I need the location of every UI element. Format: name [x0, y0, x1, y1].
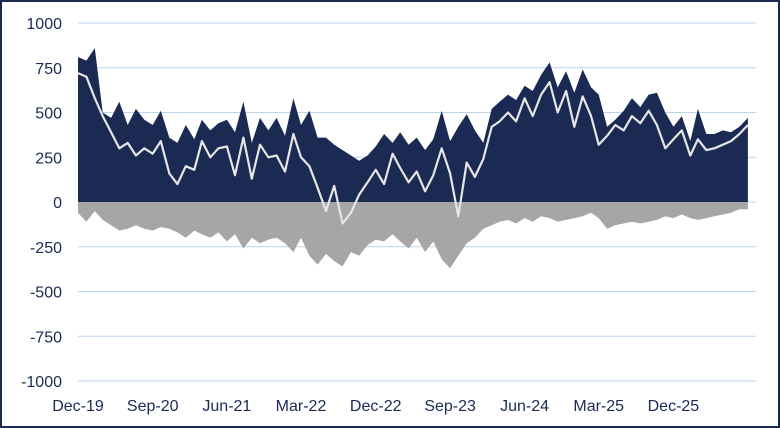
x-tick-label: Dec-25 [648, 398, 700, 415]
x-tick-label: Jun-21 [202, 398, 251, 415]
x-tick-label: Mar-22 [276, 398, 327, 415]
x-tick-label: Dec-19 [52, 398, 104, 415]
y-tick-label: -750 [30, 329, 62, 346]
series-areas [78, 48, 748, 269]
x-axis-ticks: Dec-19 Sep-20 Jun-21 Mar-22 Dec-22 Sep-23 Jun-… [52, 398, 699, 415]
y-tick-label: 1000 [26, 16, 62, 33]
y-tick-label: -250 [30, 240, 62, 257]
area-series-1 [78, 202, 748, 269]
x-tick-label: Sep-23 [424, 398, 476, 415]
y-tick-label: 750 [35, 61, 62, 78]
line-series-2 [77, 72, 749, 225]
y-tick-label: -500 [30, 285, 62, 302]
x-tick-label: Dec-22 [350, 398, 402, 415]
x-tick-label: Mar-25 [573, 398, 624, 415]
y-axis-ticks: 1000 750 500 250 0 -250 -500 -750 -1000 [21, 16, 62, 391]
area-series-0 [78, 48, 748, 202]
series-lines [77, 72, 749, 225]
gridlines [78, 22, 756, 382]
x-tick-label: Jun-24 [500, 398, 549, 415]
x-tick-label: Sep-20 [127, 398, 179, 415]
y-tick-label: -1000 [21, 374, 62, 391]
y-tick-label: 500 [35, 106, 62, 123]
y-tick-label: 250 [35, 150, 62, 167]
y-tick-label: 0 [53, 195, 62, 212]
